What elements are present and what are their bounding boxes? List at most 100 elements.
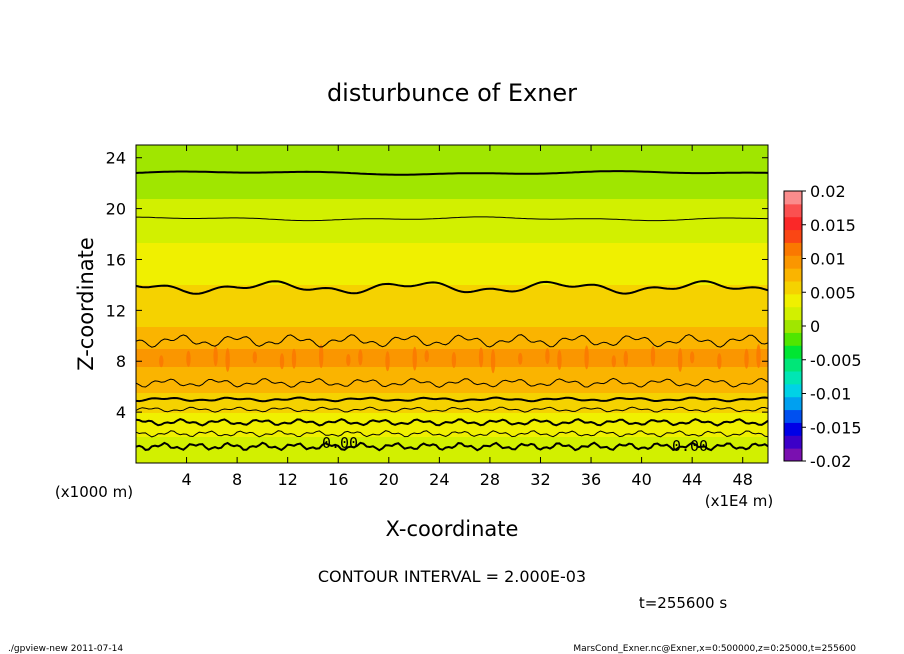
contour-blob [545,348,550,365]
contour-band [136,233,768,235]
contour-line [135,334,769,348]
contour-band [136,145,768,147]
contour-line [135,396,769,403]
contour-band [136,401,768,403]
contour-band [136,443,768,445]
contour-band [136,429,768,431]
contour-blob [358,349,363,366]
contour-blob [159,355,164,368]
colorbar-swatch [784,293,802,308]
x-tick-label: 32 [530,470,550,489]
contour-band [136,335,768,337]
contour-line [135,418,769,427]
contour-band [136,325,768,327]
contour-blob [279,353,285,370]
contour-band [136,197,768,199]
contour-band [136,367,768,369]
contour-line [135,406,769,413]
contour-band [136,263,768,265]
contour-band [136,189,768,191]
contour-band [136,419,768,421]
contour-band [136,191,768,193]
colorbar-tick-label: 0.02 [810,182,846,201]
contour-band [136,265,768,267]
contour-band [136,437,768,439]
contour-band [136,255,768,257]
contour-blob [424,350,429,363]
contour-band [136,375,768,377]
footer-right: MarsCond_Exner.nc@Exner,x=0:500000,z=0:2… [573,644,856,654]
contour-band [136,193,768,195]
x-tick-label: 8 [232,470,242,489]
contour-band [136,425,768,427]
contour-band [136,267,768,269]
contour-band [136,343,768,345]
y-tick-label: 8 [116,352,126,371]
contour-band [136,317,768,319]
contour-band [136,441,768,443]
contour-blob [478,347,484,368]
contour-band [136,251,768,253]
contour-blob [186,350,191,367]
contour-blob [717,353,722,370]
x-axis-label: X-coordinate [386,517,519,541]
contour-band [136,445,768,447]
contour-line [135,170,769,176]
y-axis-label: Z-coordinate [74,237,98,371]
contour-band [136,309,768,311]
colorbar-swatch [784,191,802,205]
contour-blobs [159,344,761,374]
contour-blob [346,353,351,366]
contour-blob [518,352,523,365]
contour-blob [584,345,589,370]
time-text: t=255600 s [639,594,727,612]
contour-band [136,351,768,353]
contour-band [136,331,768,333]
contour-band [136,383,768,385]
contour-band [136,393,768,395]
colorbar-swatch [784,422,802,436]
contour-band [136,261,768,263]
contour-band [136,387,768,389]
contour-band [136,307,768,309]
y-tick-label: 12 [106,301,126,320]
contour-band [136,161,768,163]
contour-band [136,179,768,181]
contour-band [136,311,768,313]
contour-band [136,281,768,283]
y-axis: 4 8 12 16 20 24 [106,149,768,422]
contour-band [136,385,768,387]
contour-band [136,289,768,291]
contour-band [136,219,768,221]
contour-band [136,177,768,179]
contour-band [136,293,768,295]
contour-band [136,277,768,279]
contour-blob [412,346,417,371]
contour-blob [213,346,218,367]
contour-blob [291,348,297,369]
contour-fill [136,145,768,463]
y-tick-label: 20 [106,200,126,219]
contour-band [136,345,768,347]
contour-blob [611,355,616,368]
contour-blob [677,347,683,372]
x-tick-label: 24 [429,470,449,489]
contour-band [136,315,768,317]
contour-band [136,211,768,213]
contour-band [136,397,768,399]
contour-band [136,207,768,209]
contour-band [136,449,768,451]
contour-band [136,413,768,415]
contour-band [136,247,768,249]
contour-blob [252,351,258,364]
colorbar-tick-label: -0.02 [810,452,851,471]
contour-band [136,379,768,381]
contour-band [136,283,768,285]
x-tick-label: 4 [181,470,191,489]
contour-band [136,323,768,325]
contour-band [136,461,768,463]
contour-band [136,187,768,189]
contour-band [136,253,768,255]
contour-band [136,269,768,271]
colorbar-swatch [784,448,802,462]
